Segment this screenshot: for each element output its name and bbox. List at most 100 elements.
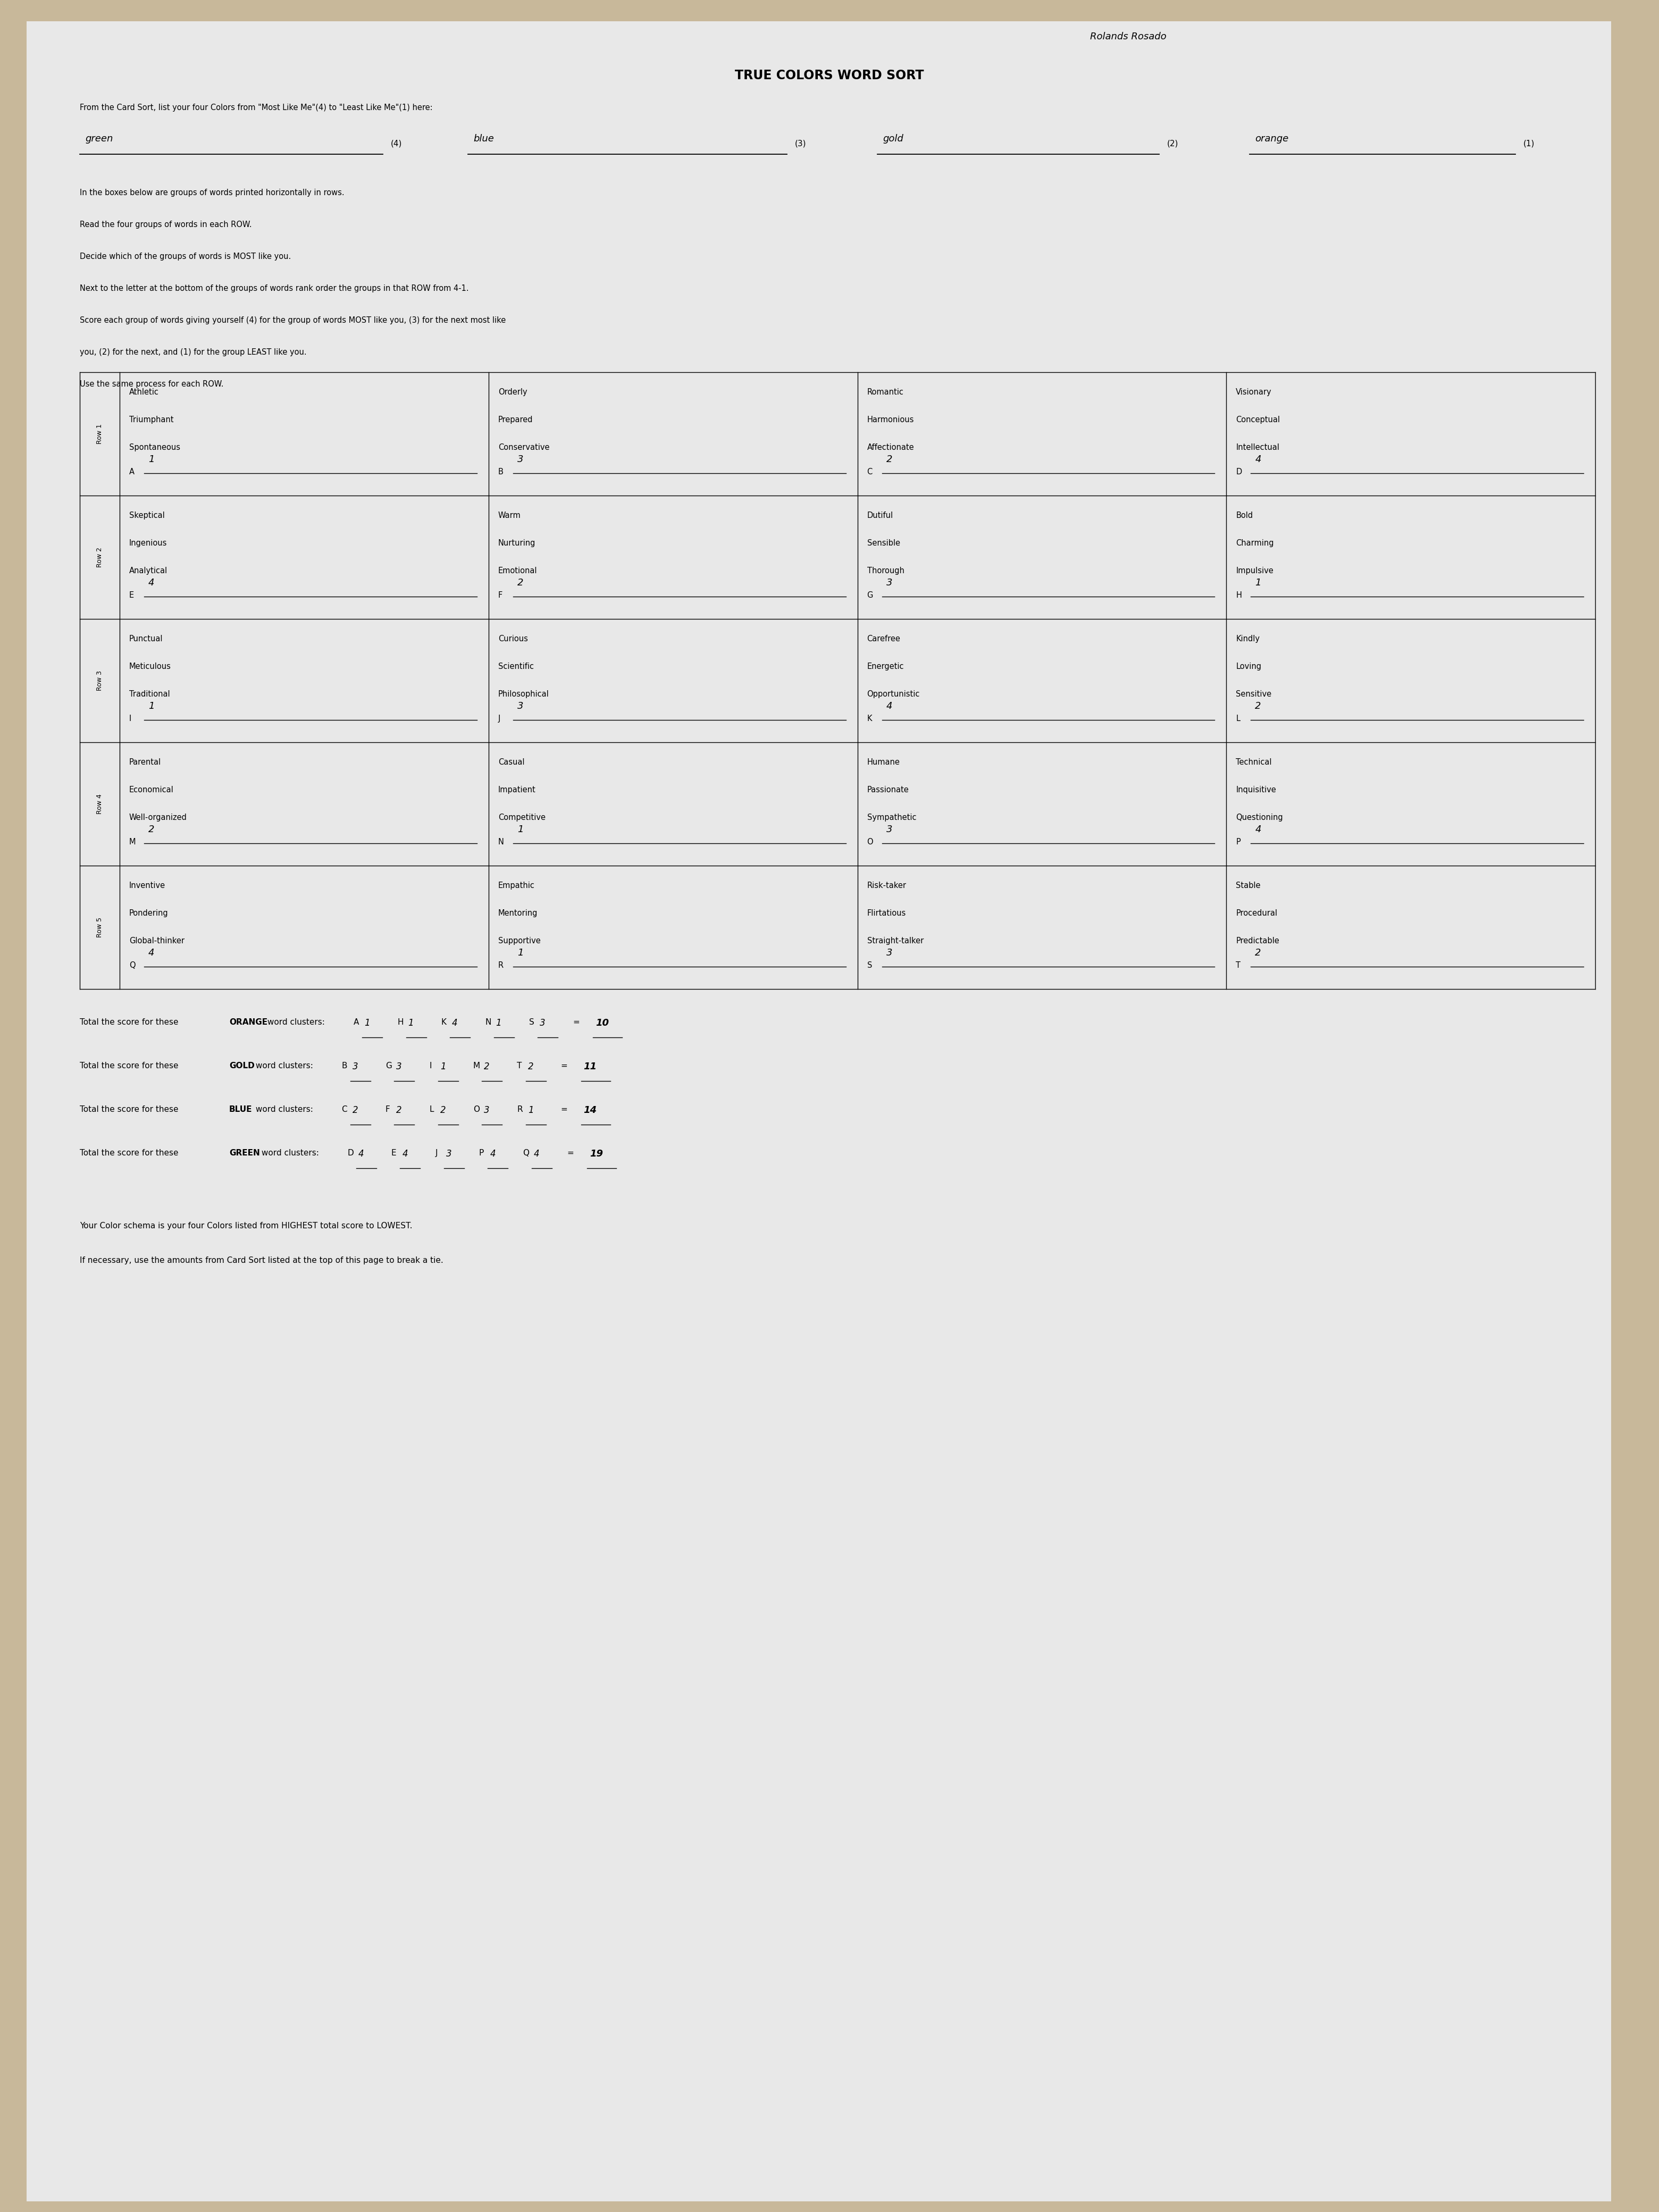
Text: 3: 3 bbox=[518, 456, 523, 465]
Text: 11: 11 bbox=[584, 1062, 597, 1071]
Text: Total the score for these: Total the score for these bbox=[80, 1018, 181, 1026]
Text: 3: 3 bbox=[539, 1018, 546, 1029]
Text: GREEN: GREEN bbox=[229, 1148, 260, 1157]
Text: Mentoring: Mentoring bbox=[498, 909, 538, 918]
Text: 4: 4 bbox=[1254, 456, 1261, 465]
Text: Dutiful: Dutiful bbox=[868, 511, 893, 520]
Text: (2): (2) bbox=[1168, 139, 1178, 148]
Text: B: B bbox=[498, 469, 503, 476]
Text: Q: Q bbox=[129, 962, 136, 969]
Text: Competitive: Competitive bbox=[498, 814, 546, 821]
Text: 1: 1 bbox=[518, 949, 523, 958]
Text: Conceptual: Conceptual bbox=[1236, 416, 1281, 425]
Text: E: E bbox=[392, 1148, 397, 1157]
Text: E: E bbox=[129, 591, 134, 599]
Text: Athletic: Athletic bbox=[129, 387, 159, 396]
Text: 2: 2 bbox=[518, 577, 523, 588]
Text: Supportive: Supportive bbox=[498, 938, 541, 945]
Text: Rolands Rosado: Rolands Rosado bbox=[1090, 31, 1166, 42]
Text: Humane: Humane bbox=[868, 759, 899, 765]
Text: Loving: Loving bbox=[1236, 664, 1261, 670]
Text: green: green bbox=[85, 135, 113, 144]
Text: Curious: Curious bbox=[498, 635, 528, 644]
Text: Use the same process for each ROW.: Use the same process for each ROW. bbox=[80, 380, 224, 387]
Text: 4: 4 bbox=[886, 701, 893, 710]
Text: Visionary: Visionary bbox=[1236, 387, 1272, 396]
Text: 2: 2 bbox=[352, 1106, 358, 1115]
Text: G: G bbox=[385, 1062, 392, 1071]
Text: 4: 4 bbox=[401, 1148, 408, 1159]
Text: Meticulous: Meticulous bbox=[129, 664, 171, 670]
Text: word clusters:: word clusters: bbox=[259, 1148, 324, 1157]
Text: 2: 2 bbox=[528, 1062, 534, 1071]
Text: Row 5: Row 5 bbox=[96, 918, 103, 938]
Text: Harmonious: Harmonious bbox=[868, 416, 914, 425]
Text: TRUE COLORS WORD SORT: TRUE COLORS WORD SORT bbox=[735, 69, 924, 82]
Text: Total the score for these: Total the score for these bbox=[80, 1062, 181, 1071]
Text: Orderly: Orderly bbox=[498, 387, 528, 396]
Text: =: = bbox=[561, 1106, 567, 1113]
Text: S: S bbox=[868, 962, 873, 969]
Text: 1: 1 bbox=[1254, 577, 1261, 588]
Text: Traditional: Traditional bbox=[129, 690, 169, 699]
Text: If necessary, use the amounts from Card Sort listed at the top of this page to b: If necessary, use the amounts from Card … bbox=[80, 1256, 443, 1265]
Text: Flirtatious: Flirtatious bbox=[868, 909, 906, 918]
Text: H: H bbox=[397, 1018, 403, 1026]
Text: 4: 4 bbox=[358, 1148, 363, 1159]
Text: you, (2) for the next, and (1) for the group LEAST like you.: you, (2) for the next, and (1) for the g… bbox=[80, 347, 307, 356]
Text: 4: 4 bbox=[489, 1148, 496, 1159]
Text: 10: 10 bbox=[596, 1018, 609, 1029]
Text: 3: 3 bbox=[446, 1148, 451, 1159]
Text: Your Color schema is your four Colors listed from HIGHEST total score to LOWEST.: Your Color schema is your four Colors li… bbox=[80, 1221, 413, 1230]
Text: C: C bbox=[868, 469, 873, 476]
Text: Punctual: Punctual bbox=[129, 635, 163, 644]
Text: A: A bbox=[353, 1018, 358, 1026]
Text: 3: 3 bbox=[352, 1062, 358, 1071]
Text: orange: orange bbox=[1254, 135, 1289, 144]
Text: O: O bbox=[868, 838, 873, 845]
Text: Row 1: Row 1 bbox=[96, 425, 103, 445]
Text: Affectionate: Affectionate bbox=[868, 442, 914, 451]
Text: Read the four groups of words in each ROW.: Read the four groups of words in each RO… bbox=[80, 221, 252, 228]
Text: 4: 4 bbox=[148, 949, 154, 958]
Text: M: M bbox=[473, 1062, 479, 1071]
Text: Romantic: Romantic bbox=[868, 387, 904, 396]
Text: Parental: Parental bbox=[129, 759, 161, 765]
Text: R: R bbox=[498, 962, 503, 969]
Text: Score each group of words giving yourself (4) for the group of words MOST like y: Score each group of words giving yoursel… bbox=[80, 316, 506, 325]
Text: 2: 2 bbox=[1254, 949, 1261, 958]
Text: Sympathetic: Sympathetic bbox=[868, 814, 916, 821]
Text: blue: blue bbox=[473, 135, 494, 144]
Text: Row 3: Row 3 bbox=[96, 670, 103, 690]
Text: 3: 3 bbox=[886, 949, 893, 958]
Text: Risk-taker: Risk-taker bbox=[868, 883, 906, 889]
Text: 1: 1 bbox=[518, 825, 523, 834]
Text: P: P bbox=[479, 1148, 484, 1157]
Text: Nurturing: Nurturing bbox=[498, 540, 536, 546]
Text: BLUE: BLUE bbox=[229, 1106, 252, 1113]
Text: Conservative: Conservative bbox=[498, 442, 549, 451]
Text: 1: 1 bbox=[440, 1062, 446, 1071]
Text: Charming: Charming bbox=[1236, 540, 1274, 546]
Text: Row 2: Row 2 bbox=[96, 546, 103, 566]
Text: 1: 1 bbox=[148, 701, 154, 710]
Text: D: D bbox=[1236, 469, 1243, 476]
Text: Stable: Stable bbox=[1236, 883, 1261, 889]
Text: Inventive: Inventive bbox=[129, 883, 166, 889]
Text: In the boxes below are groups of words printed horizontally in rows.: In the boxes below are groups of words p… bbox=[80, 188, 345, 197]
Text: Decide which of the groups of words is MOST like you.: Decide which of the groups of words is M… bbox=[80, 252, 290, 261]
Text: T: T bbox=[1236, 962, 1241, 969]
Text: O: O bbox=[473, 1106, 479, 1113]
FancyBboxPatch shape bbox=[27, 22, 1611, 2201]
Text: 3: 3 bbox=[886, 825, 893, 834]
Text: 2: 2 bbox=[397, 1106, 401, 1115]
Text: 1: 1 bbox=[408, 1018, 413, 1029]
Text: T: T bbox=[518, 1062, 523, 1071]
Text: J: J bbox=[498, 714, 501, 723]
Text: 2: 2 bbox=[440, 1106, 446, 1115]
Text: From the Card Sort, list your four Colors from "Most Like Me"(4) to "Least Like : From the Card Sort, list your four Color… bbox=[80, 104, 433, 111]
Text: 4: 4 bbox=[451, 1018, 458, 1029]
Text: L: L bbox=[1236, 714, 1241, 723]
Text: Intellectual: Intellectual bbox=[1236, 442, 1279, 451]
Text: 19: 19 bbox=[589, 1148, 602, 1159]
